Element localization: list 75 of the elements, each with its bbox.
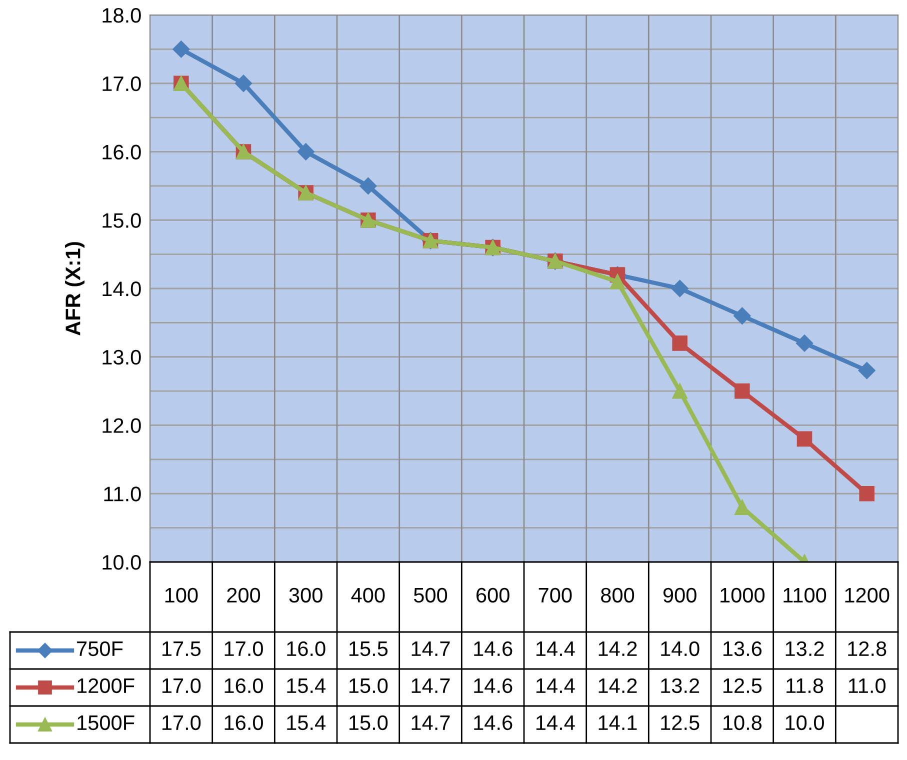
point bbox=[360, 177, 377, 194]
data-label: 17.5 bbox=[162, 642, 201, 656]
point bbox=[672, 383, 688, 399]
data-label: 14.2 bbox=[598, 678, 637, 693]
data-label: 16.0 bbox=[224, 678, 263, 694]
data-label: 13.6 bbox=[723, 641, 762, 656]
y-axis-title: AFR (X:1) bbox=[65, 242, 84, 336]
legend-label: 750F bbox=[77, 641, 123, 656]
data-label: 14.4 bbox=[536, 678, 575, 693]
data-label: 14.7 bbox=[412, 678, 450, 693]
x-tick-label: 1000 bbox=[720, 588, 765, 603]
data-label: 16.0 bbox=[287, 641, 326, 656]
data-label: 14.6 bbox=[474, 715, 512, 730]
x-tick-label: 1100 bbox=[784, 588, 826, 603]
x-tick-label: 300 bbox=[289, 588, 322, 603]
data-label: 12.5 bbox=[661, 715, 700, 730]
point bbox=[734, 307, 751, 324]
data-label: 11.0 bbox=[848, 678, 886, 694]
point bbox=[297, 143, 314, 160]
point bbox=[672, 336, 688, 351]
y-tick-label: 10.0 bbox=[102, 555, 141, 570]
x-tick-label: 800 bbox=[601, 588, 634, 603]
y-tick-label: 17.0 bbox=[102, 76, 141, 92]
data-label: 15.0 bbox=[349, 715, 388, 730]
data-label: 17.0 bbox=[162, 678, 201, 694]
data-label: 12.8 bbox=[848, 641, 886, 656]
legend-label: 1200F bbox=[78, 678, 134, 694]
data-label: 14.2 bbox=[598, 641, 637, 656]
y-tick-label: 16.0 bbox=[102, 144, 141, 160]
x-tick-label: 100 bbox=[165, 588, 198, 603]
data-label: 15.4 bbox=[287, 678, 326, 694]
y-tick-label: 12.0 bbox=[102, 418, 141, 434]
data-label: 16.0 bbox=[224, 715, 263, 730]
data-label: 10.8 bbox=[723, 715, 762, 730]
data-label: 14.7 bbox=[412, 716, 450, 730]
data-label: 14.0 bbox=[661, 641, 700, 656]
x-tick-label: 200 bbox=[227, 588, 260, 603]
x-tick-label: 500 bbox=[414, 588, 448, 603]
y-tick-label: 13.0 bbox=[102, 350, 141, 365]
point bbox=[796, 431, 812, 447]
data-label: 13.2 bbox=[661, 678, 700, 694]
data-label: 17.0 bbox=[224, 641, 263, 656]
point bbox=[172, 40, 190, 58]
point bbox=[671, 280, 688, 298]
data-label: 14.4 bbox=[536, 716, 575, 730]
data-label: 14.4 bbox=[536, 642, 575, 656]
data-label: 10.0 bbox=[786, 715, 824, 730]
x-tick-label: 900 bbox=[663, 588, 696, 603]
data-label: 15.5 bbox=[349, 642, 388, 656]
y-tick-label: 18.0 bbox=[102, 8, 141, 23]
data-label: 14.7 bbox=[412, 642, 450, 656]
point bbox=[734, 383, 750, 399]
point bbox=[734, 500, 750, 515]
y-tick-label: 11.0 bbox=[104, 486, 141, 502]
data-label: 17.0 bbox=[162, 715, 201, 730]
data-label: 15.0 bbox=[349, 678, 388, 694]
data-label: 14.1 bbox=[598, 716, 637, 730]
x-tick-label: 700 bbox=[538, 588, 572, 603]
y-tick-label: 15.0 bbox=[102, 213, 141, 228]
point bbox=[610, 274, 626, 290]
x-tick-label: 1200 bbox=[845, 588, 890, 603]
data-label: 11.8 bbox=[786, 678, 824, 694]
data-label: 12.5 bbox=[723, 678, 762, 694]
data-label: 13.2 bbox=[786, 641, 824, 656]
point bbox=[796, 334, 814, 352]
point bbox=[858, 362, 876, 380]
data-label: 14.6 bbox=[474, 678, 512, 694]
y-tick-label: 14.0 bbox=[102, 282, 141, 296]
legend-label: 1500F bbox=[78, 715, 134, 730]
point bbox=[234, 74, 252, 92]
x-tick-label: 400 bbox=[351, 588, 385, 603]
data-label: 15.4 bbox=[287, 716, 326, 730]
data-label: 14.6 bbox=[474, 641, 512, 656]
x-tick-label: 600 bbox=[476, 588, 510, 603]
point bbox=[859, 486, 874, 502]
